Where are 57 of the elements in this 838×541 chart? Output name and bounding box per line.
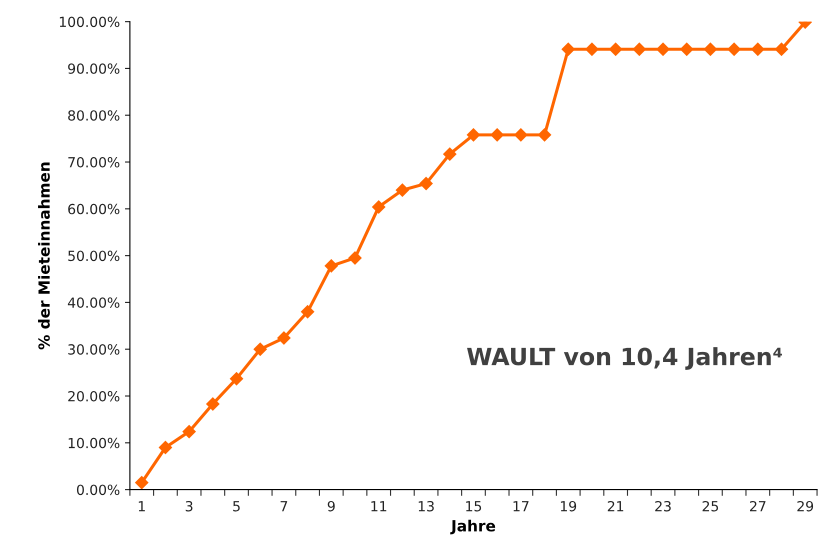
point [704,42,718,56]
point [348,251,362,265]
point [562,42,575,56]
point [396,184,409,197]
point [466,128,480,142]
point [443,147,456,161]
y-tick-label: 20.00% [68,390,120,402]
y-tick-label: 30.00% [68,344,120,355]
y-tick-label: 70.00% [68,157,120,168]
point [585,42,599,56]
x-axis-title: Jahre [450,520,496,534]
y-tick-label: 0.00% [76,484,120,496]
point [490,128,504,142]
x-tick-label: 13 [418,500,434,512]
y-tick-label: 90.00% [68,63,120,74]
x-tick-label: 5 [233,501,240,512]
point [277,331,290,345]
x-tick-label: 29 [797,500,814,512]
y-tick-label: 50.00% [68,250,120,262]
point [182,424,196,438]
point [632,42,646,56]
point [419,176,433,190]
x-tick-label: 9 [328,500,335,512]
point [324,259,338,273]
annotation: WAULT von 10,4 Jahren⁴ [467,347,782,370]
x-tick-label: 11 [371,501,386,512]
x-tick-label: 15 [466,501,482,512]
point [372,200,386,214]
point [206,397,220,411]
point [230,372,244,386]
x-tick-label: 19 [560,500,576,512]
x-tick-label: 7 [280,501,288,512]
point [774,42,788,56]
point [158,440,172,454]
x-tick-label: 17 [514,501,529,512]
y-tick-label: 40.00% [68,297,120,308]
x-tick-label: 3 [186,500,192,512]
point [609,42,622,56]
point [538,128,552,142]
point [656,42,670,56]
y-tick-label: 80.00% [68,110,120,121]
y-tick-label: 10.00% [68,438,120,448]
y-axis-title: % der Mieteinnahmen [38,162,50,350]
point [301,305,314,318]
x-tick-label: 1 [138,501,145,512]
point [751,42,764,56]
point [135,476,148,490]
x-tick-label: 27 [750,500,766,512]
point [728,42,741,56]
point [514,128,528,142]
x-tick-label: 21 [608,500,624,512]
y-tick-label: 100.00% [60,16,120,28]
x-tick-label: 25 [702,500,718,512]
point [680,42,694,56]
point [254,342,267,356]
x-tick-label: 23 [655,500,671,512]
y-tick-label: 60.00% [68,204,120,214]
